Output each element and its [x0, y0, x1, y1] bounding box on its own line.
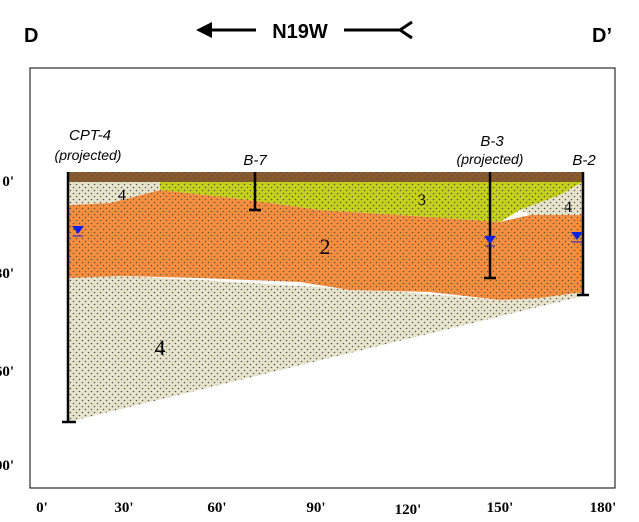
section-left: D: [24, 25, 38, 47]
boring-note: (projected): [457, 151, 524, 167]
direction: N19W: [272, 21, 328, 43]
x-label: 120': [395, 502, 422, 518]
x-axis: 0' 30' 60' 90' 120' 150' 180': [36, 500, 616, 518]
arrow-tail: [400, 22, 412, 38]
boring-name: B-3: [480, 133, 504, 150]
x-label: 150': [487, 500, 514, 516]
y-axis: 0' 30' 60' 90': [0, 174, 14, 474]
boring-note: (projected): [55, 147, 122, 163]
layer-label: 3: [418, 192, 426, 209]
layer-label: 4: [564, 199, 572, 216]
arrow-head: [196, 22, 212, 38]
x-label: 180': [590, 500, 617, 516]
layer-label: 4: [155, 335, 166, 360]
layer-label: 2: [320, 234, 331, 259]
x-label: 0': [36, 500, 48, 516]
y-label: 0': [2, 174, 14, 190]
boring-name: B-7: [243, 152, 267, 169]
y-label: 30': [0, 266, 14, 282]
x-label: 90': [306, 500, 325, 516]
section-right: D’: [592, 25, 612, 47]
boring-name: B-2: [572, 152, 596, 169]
layer-label: 4: [118, 187, 126, 204]
boring-name: CPT-4: [69, 127, 111, 144]
x-label: 30': [114, 500, 133, 516]
layers: [68, 172, 583, 422]
cross-section: D D’ N19W CPT-4 (projected) B-7 B-3 (pro…: [0, 0, 639, 522]
y-label: 90': [0, 458, 14, 474]
x-label: 60': [207, 500, 226, 516]
y-label: 60': [0, 364, 14, 380]
